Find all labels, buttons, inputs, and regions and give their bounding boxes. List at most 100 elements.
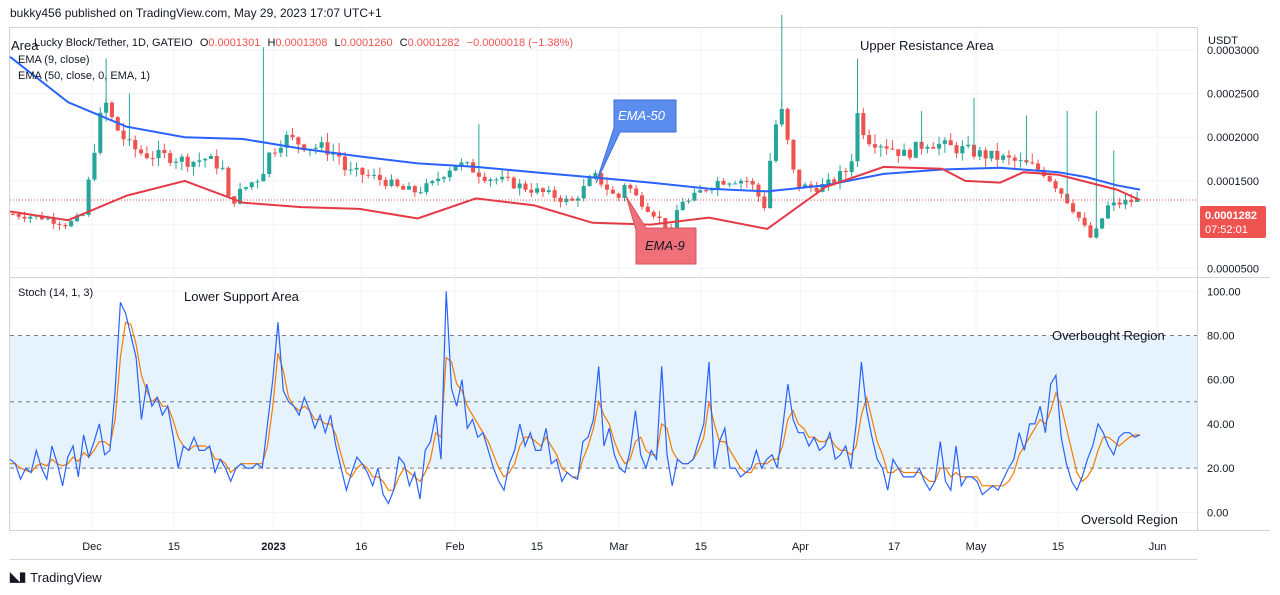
symbol-line[interactable]: Lucky Block/Tether, 1D, GATEIO O0.000130… [34, 37, 573, 49]
close-value: 0.0001282 [408, 37, 460, 49]
stoch-d-line [10, 321, 1140, 491]
candle-body [92, 152, 97, 180]
candle-body [121, 130, 126, 140]
candle-body [960, 146, 965, 154]
candle-body [139, 149, 144, 154]
candle-body [704, 190, 709, 192]
candle-body [354, 167, 359, 170]
candle-body [191, 161, 196, 167]
time-tick-label: 15 [168, 541, 180, 553]
candle-body [890, 148, 895, 150]
candle-body [214, 156, 219, 169]
candle-body [278, 147, 283, 153]
candle-body [779, 108, 784, 125]
candle-body [744, 180, 749, 182]
candle-body [243, 187, 248, 189]
candle-body [878, 146, 883, 148]
stoch-k-line [9, 291, 1141, 505]
oscillator-axis[interactable]: 100.00 80.00 60.00 40.00 20.00 0.00 [1207, 286, 1241, 519]
time-tick-label: 15 [695, 541, 707, 553]
candle-body [995, 150, 1000, 160]
candle-body [651, 211, 656, 217]
ema50-line [9, 56, 1141, 193]
candle-body [907, 149, 912, 158]
candle-body [1070, 203, 1076, 212]
candle-body [366, 174, 371, 176]
candle-body [1100, 218, 1105, 229]
candle-body [966, 144, 971, 147]
price-tick-label: 0.0001500 [1207, 176, 1259, 188]
candle-body [942, 140, 947, 144]
candle-body [441, 177, 446, 179]
candle-body [418, 192, 423, 194]
candle-body [1036, 163, 1041, 170]
candle-body [401, 186, 406, 190]
candle-body [505, 176, 511, 178]
candle-body [715, 180, 720, 190]
candle-body [465, 162, 470, 164]
candle-body [389, 179, 394, 186]
candle-body [69, 221, 74, 227]
ema9-callout: EMA-9 [625, 195, 697, 265]
candle-body [523, 183, 528, 190]
candle-body [826, 179, 831, 184]
candle-body [768, 160, 773, 209]
time-tick-label: 15 [1052, 541, 1064, 553]
candle-body [372, 174, 377, 176]
candle-body [360, 167, 365, 175]
candle-body [1012, 157, 1017, 161]
candle-body [686, 200, 691, 202]
candle-body [884, 146, 889, 149]
candle-body [989, 150, 994, 159]
candle-body [500, 176, 505, 180]
candle-body [750, 181, 755, 185]
candle-body [150, 158, 155, 160]
candle-body [529, 189, 534, 193]
candle-body [1059, 188, 1064, 194]
ema9-line [9, 165, 1141, 230]
indicator-ema9-label[interactable]: EMA (9, close) [18, 54, 90, 66]
candle-body [16, 214, 21, 217]
candle-body [197, 160, 202, 162]
candle-body [948, 140, 953, 146]
candle-body [902, 149, 907, 156]
candle-body [867, 135, 872, 145]
candle-body [144, 153, 149, 159]
candle-body [249, 182, 254, 188]
candle-body [1001, 155, 1006, 160]
price-tick-label: 0.0002500 [1207, 89, 1259, 101]
oversold-annotation: Oversold Region [1081, 512, 1178, 527]
time-axis[interactable]: Dec 15 2023 16 Feb 15 Mar 15 Apr 17 May 15 Jun [82, 541, 1166, 553]
corner-area-label: Area [11, 38, 39, 53]
candle-body [738, 180, 744, 184]
price-axis[interactable]: 0.0003000 0.0002500 0.0002000 0.0001500 0.00… [1207, 45, 1259, 275]
candle-body [109, 102, 114, 118]
candle-body [74, 215, 80, 222]
time-tick-label: Apr [792, 541, 809, 553]
candle-body [220, 167, 225, 169]
candle-body [348, 169, 353, 171]
candle-body [290, 134, 295, 138]
oscillator-tick-label: 60.00 [1207, 375, 1235, 387]
oscillator-series [9, 291, 1141, 505]
candle-body [86, 179, 91, 215]
candle-body [558, 197, 563, 202]
close-label: C [400, 37, 408, 49]
overbought-annotation: Overbought Region [1052, 328, 1165, 343]
low-label: L [334, 37, 340, 49]
candle-body [412, 186, 417, 193]
footer-brand[interactable]: ◣▮ TradingView [10, 569, 102, 585]
oscillator-tick-label: 0.00 [1207, 507, 1228, 519]
candle-body [267, 152, 272, 174]
indicator-ema50-label[interactable]: EMA (50, close, 0, EMA, 1) [18, 70, 150, 82]
symbol-name: Lucky Block/Tether, 1D, GATEIO [34, 37, 193, 49]
candle-body [587, 178, 592, 187]
candle-body [814, 187, 819, 192]
candle-body [674, 210, 679, 230]
candle-body [855, 113, 860, 162]
stoch-indicator-label[interactable]: Stoch (14, 1, 3) [18, 287, 93, 299]
candle-body [616, 193, 621, 198]
candle-body [10, 214, 15, 216]
price-tick-label: 0.0002000 [1207, 132, 1259, 144]
